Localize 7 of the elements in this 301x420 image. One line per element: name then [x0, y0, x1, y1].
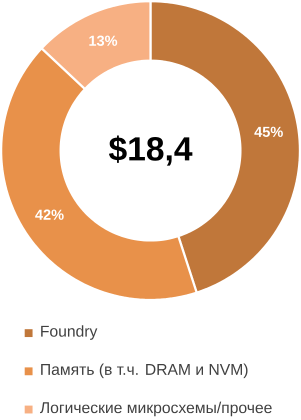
legend-label: Логические микросхемы/прочее — [40, 402, 272, 416]
legend-label: Foundry — [41, 325, 98, 340]
data-label: 45% — [254, 126, 283, 137]
text: $18,4 — [108, 135, 192, 166]
data-label: 13% — [89, 36, 118, 46]
data-label: 42% — [35, 210, 64, 220]
legend-label: Память (в т.ч. DRAM и NVM) — [41, 363, 248, 378]
